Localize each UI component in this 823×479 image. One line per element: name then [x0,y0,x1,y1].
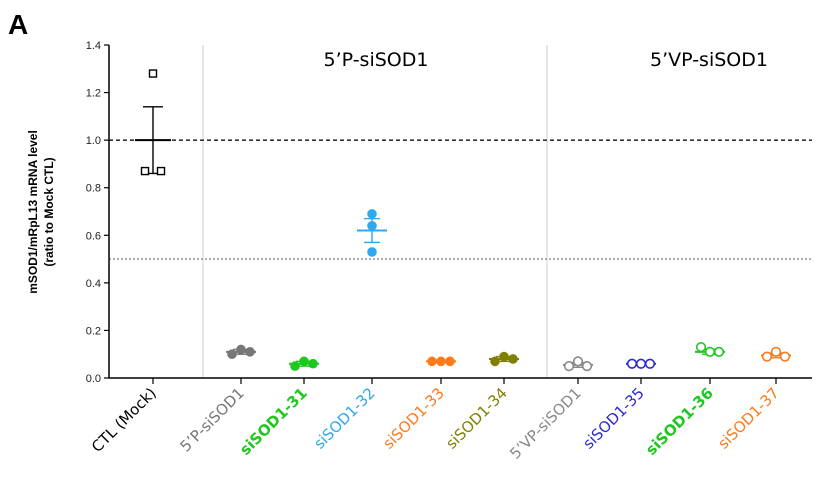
data-point [761,351,773,362]
group-label-5p: 5’P-siSOD1 [324,49,429,71]
data-point [367,247,377,257]
data-point [290,361,300,371]
x-category-label: 5’VP-siSOD1 [506,384,585,463]
data-point [635,358,647,369]
data-point [713,346,725,357]
data-point [508,354,518,364]
data-point [581,361,593,372]
data-point [779,351,791,362]
data-point [770,346,782,357]
x-category-label: CTL (Mock) [88,384,160,456]
data-point [140,166,150,176]
data-point [148,69,158,78]
data-point [436,356,446,367]
data-point [427,356,437,367]
x-category-label: siSOD1-37 [714,384,783,453]
data-point [704,346,716,357]
data-point [236,344,246,355]
data-point [644,358,656,369]
group-label-5vp: 5’VP-siSOD1 [650,49,768,71]
data-point [490,356,500,367]
y-tick-label: 1.0 [86,135,101,147]
x-category-label: siSOD1-34 [442,384,511,453]
panel-letter: A [8,9,28,40]
data-point [695,341,707,353]
data-point [299,356,309,367]
data-point [156,166,166,176]
y-tick-label: 1.4 [86,40,101,52]
data-point [572,356,584,367]
y-axis-label-line-1: mSOD1/mRpL13 mRNA level [26,130,40,294]
data-point [227,349,237,360]
y-tick-label: 1.2 [86,88,101,100]
data-point [367,209,377,219]
y-tick-label: 0.0 [86,373,101,385]
data-point [367,220,377,231]
x-category-label: siSOD1-36 [642,384,717,459]
data-point [308,358,318,369]
data-point [563,361,575,372]
y-tick-label: 0.8 [86,183,101,195]
x-category-label: siSOD1-33 [379,384,448,453]
x-category-label: siSOD1-31 [236,384,311,459]
x-category-label: siSOD1-35 [579,384,648,453]
data-point [445,356,455,367]
data-point [499,351,509,362]
data-point [245,347,255,357]
y-axis-label: mSOD1/mRpL13 mRNA level (ratio to Mock C… [26,130,56,294]
y-axis-label-line-2: (ratio to Mock CTL) [42,157,56,266]
y-tick-label: 0.4 [86,278,101,290]
y-tick-label: 0.6 [86,230,101,242]
y-tick-label: 0.2 [86,325,101,337]
data-point [626,358,638,369]
plot-area: 0.0 0.2 0.4 0.6 0.8 1.0 1.2 1.4 CTL (Mock) 5’P-si… [86,40,812,463]
x-category-label: siSOD1-32 [310,384,379,453]
